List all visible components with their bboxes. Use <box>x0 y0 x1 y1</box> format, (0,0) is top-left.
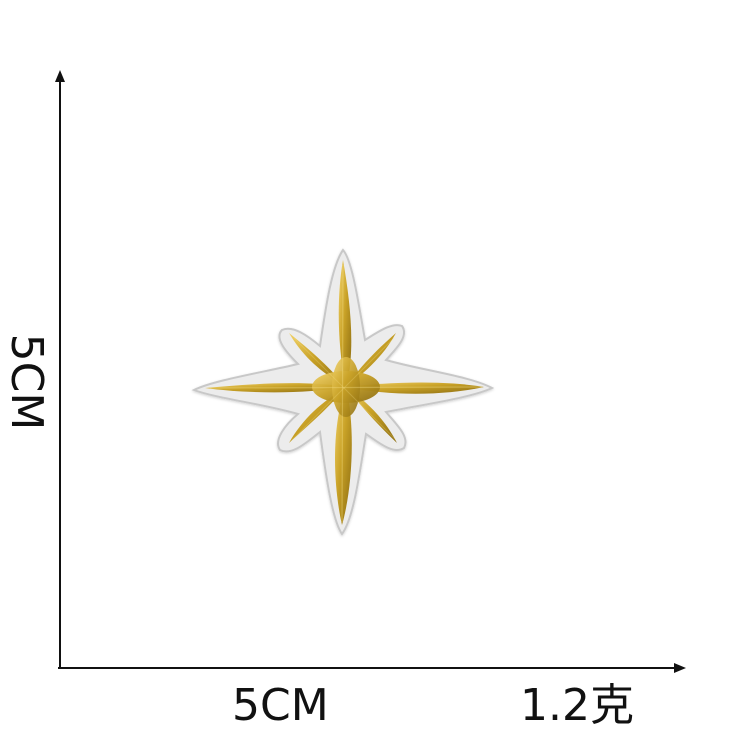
weight-label: 1.2克 <box>520 680 634 731</box>
gold-star <box>205 260 484 525</box>
vertical-axis-arrow <box>55 70 65 82</box>
height-label: 5CM <box>1 333 52 431</box>
width-label: 5CM <box>232 680 329 731</box>
horizontal-axis-arrow <box>674 663 686 673</box>
